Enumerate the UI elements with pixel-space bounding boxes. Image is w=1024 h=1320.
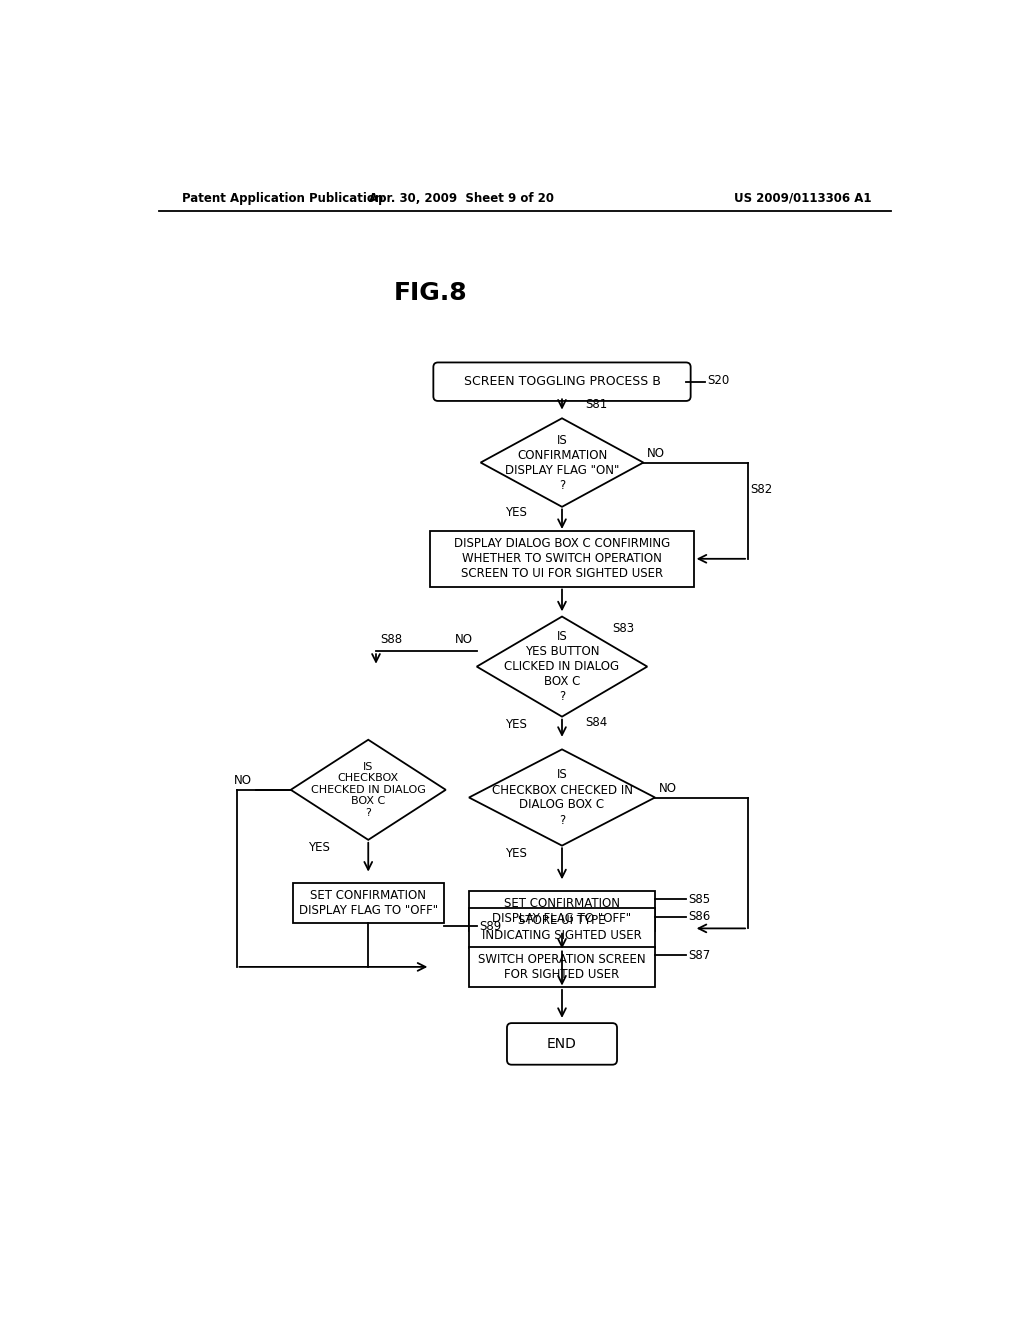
Text: S81: S81 <box>586 399 607 412</box>
Text: IS
YES BUTTON
CLICKED IN DIALOG
BOX C
?: IS YES BUTTON CLICKED IN DIALOG BOX C ? <box>505 630 620 704</box>
Bar <box>469 946 655 987</box>
Text: S20: S20 <box>708 374 730 387</box>
FancyBboxPatch shape <box>433 363 690 401</box>
Text: YES: YES <box>505 718 527 731</box>
Text: Patent Application Publication: Patent Application Publication <box>182 191 384 205</box>
Polygon shape <box>469 750 655 846</box>
Text: S83: S83 <box>612 622 635 635</box>
Text: IS
CHECKBOX
CHECKED IN DIALOG
BOX C
?: IS CHECKBOX CHECKED IN DIALOG BOX C ? <box>311 762 426 818</box>
Text: S84: S84 <box>586 715 607 729</box>
Text: DISPLAY DIALOG BOX C CONFIRMING
WHETHER TO SWITCH OPERATION
SCREEN TO UI FOR SIG: DISPLAY DIALOG BOX C CONFIRMING WHETHER … <box>454 537 670 581</box>
Text: S86: S86 <box>688 911 711 924</box>
Bar <box>430 531 693 586</box>
Bar <box>469 891 655 931</box>
Bar <box>293 883 443 923</box>
Bar <box>469 908 655 948</box>
Polygon shape <box>480 418 643 507</box>
Text: NO: NO <box>658 781 677 795</box>
Text: US 2009/0113306 A1: US 2009/0113306 A1 <box>734 191 872 205</box>
Text: S82: S82 <box>751 483 772 496</box>
Text: END: END <box>547 1038 577 1051</box>
Text: S89: S89 <box>479 920 502 933</box>
Text: NO: NO <box>234 774 252 787</box>
Text: STORE UI TYPE
INDICATING SIGHTED USER: STORE UI TYPE INDICATING SIGHTED USER <box>482 915 642 942</box>
Text: SCREEN TOGGLING PROCESS B: SCREEN TOGGLING PROCESS B <box>464 375 660 388</box>
Text: Apr. 30, 2009  Sheet 9 of 20: Apr. 30, 2009 Sheet 9 of 20 <box>369 191 554 205</box>
Text: S85: S85 <box>688 892 711 906</box>
Text: SET CONFIRMATION
DISPLAY FLAG TO "OFF": SET CONFIRMATION DISPLAY FLAG TO "OFF" <box>493 896 632 925</box>
Text: YES: YES <box>307 841 330 854</box>
Text: NO: NO <box>455 634 473 647</box>
Text: SWITCH OPERATION SCREEN
FOR SIGHTED USER: SWITCH OPERATION SCREEN FOR SIGHTED USER <box>478 953 646 981</box>
Text: IS
CONFIRMATION
DISPLAY FLAG "ON"
?: IS CONFIRMATION DISPLAY FLAG "ON" ? <box>505 433 620 491</box>
Text: YES: YES <box>505 847 527 861</box>
Text: YES: YES <box>505 506 527 519</box>
FancyBboxPatch shape <box>507 1023 617 1065</box>
Polygon shape <box>477 616 647 717</box>
Text: IS
CHECKBOX CHECKED IN
DIALOG BOX C
?: IS CHECKBOX CHECKED IN DIALOG BOX C ? <box>492 768 633 826</box>
Text: SET CONFIRMATION
DISPLAY FLAG TO "OFF": SET CONFIRMATION DISPLAY FLAG TO "OFF" <box>299 888 438 917</box>
Text: S88: S88 <box>380 634 402 647</box>
Text: NO: NO <box>647 446 666 459</box>
Polygon shape <box>291 739 445 840</box>
Text: S87: S87 <box>688 949 711 962</box>
Text: FIG.8: FIG.8 <box>393 281 467 305</box>
